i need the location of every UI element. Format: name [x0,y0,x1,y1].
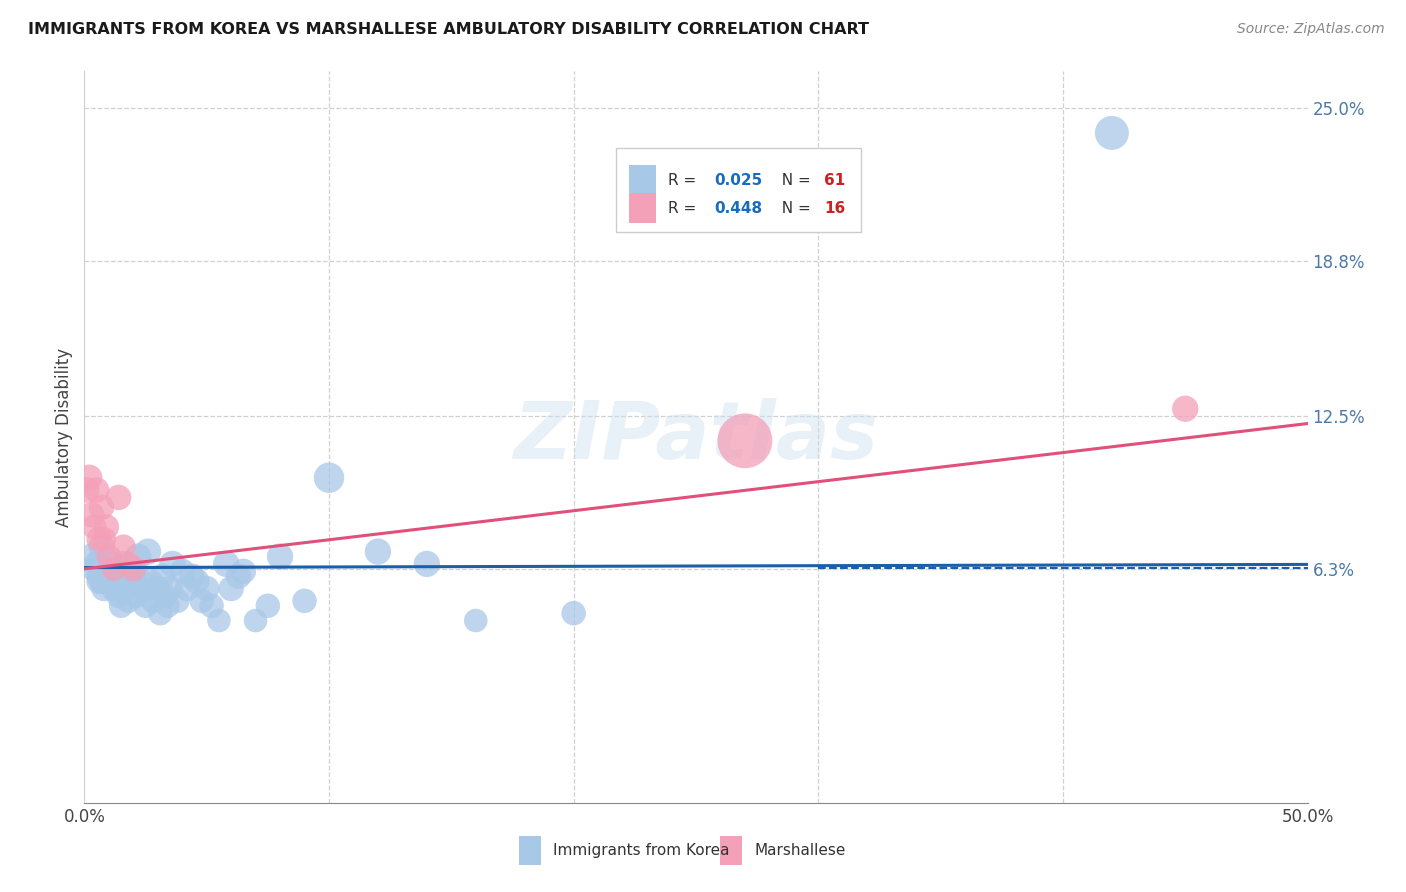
Text: Marshallese: Marshallese [755,843,846,858]
Point [139,574,162,589]
Point [195,582,218,596]
Point [152,569,174,583]
Point [176,582,198,596]
Point [97,574,120,589]
Point [132,582,155,596]
Point [110,599,132,613]
Point [166,594,188,608]
Bar [628,193,655,224]
Point [146,582,169,596]
Point [1101,126,1123,140]
Point [200,599,222,613]
Point [208,614,231,628]
Point [112,540,135,554]
Point [159,582,181,596]
Point [100,564,122,578]
Point [162,557,184,571]
Point [269,549,291,564]
Point [219,582,242,596]
Point [136,544,159,558]
Point [103,562,125,576]
Point [232,564,254,578]
Point [129,574,152,589]
Point [215,557,238,571]
Bar [519,836,541,865]
Point [117,557,139,571]
Point [367,544,389,558]
Point [87,569,110,583]
Point [80,549,103,564]
Point [191,594,214,608]
Point [117,594,139,608]
Y-axis label: Ambulatory Disability: Ambulatory Disability [55,348,73,526]
Point [416,557,439,571]
Point [96,569,118,583]
Point [110,569,132,583]
Point [103,582,125,596]
Bar [628,165,655,195]
FancyBboxPatch shape [616,148,860,232]
Point [93,562,115,576]
Point [122,569,145,583]
Point [87,574,110,589]
Point [96,520,118,534]
Text: R =: R = [668,173,702,188]
Bar [720,836,742,865]
Point [464,614,486,628]
Point [156,599,179,613]
Point [257,599,280,613]
Point [86,483,108,497]
Point [107,491,129,505]
Point [181,569,204,583]
Point [77,471,100,485]
Point [83,562,105,576]
Point [142,594,165,608]
Point [122,562,145,576]
Point [245,614,267,628]
Text: 0.448: 0.448 [714,201,762,216]
Point [172,564,194,578]
Point [90,540,112,554]
Point [105,574,128,589]
Point [86,557,108,571]
Text: Source: ZipAtlas.com: Source: ZipAtlas.com [1237,22,1385,37]
Text: IMMIGRANTS FROM KOREA VS MARSHALLESE AMBULATORY DISABILITY CORRELATION CHART: IMMIGRANTS FROM KOREA VS MARSHALLESE AMB… [28,22,869,37]
Text: 61: 61 [824,173,845,188]
Point [294,594,316,608]
Text: Immigrants from Korea: Immigrants from Korea [553,843,730,858]
Point [80,508,103,522]
Point [115,582,138,596]
Text: N =: N = [772,173,815,188]
Text: ZIPatlas: ZIPatlas [513,398,879,476]
Point [120,562,142,576]
Text: R =: R = [668,201,702,216]
Point [228,569,250,583]
Point [1174,401,1197,416]
Point [112,557,135,571]
Point [90,574,112,589]
Point [87,533,110,547]
Point [153,589,176,603]
Point [318,471,340,485]
Point [97,549,120,564]
Point [76,483,98,497]
Point [127,549,149,564]
Point [107,589,129,603]
Point [90,500,112,515]
Text: 16: 16 [824,201,845,216]
Point [93,533,115,547]
Point [93,582,115,596]
Point [186,574,208,589]
Point [135,599,157,613]
Point [149,606,172,620]
Point [734,434,756,448]
Point [83,520,105,534]
Point [97,557,120,571]
Point [125,589,148,603]
Text: 0.025: 0.025 [714,173,762,188]
Point [562,606,585,620]
Text: N =: N = [772,201,815,216]
